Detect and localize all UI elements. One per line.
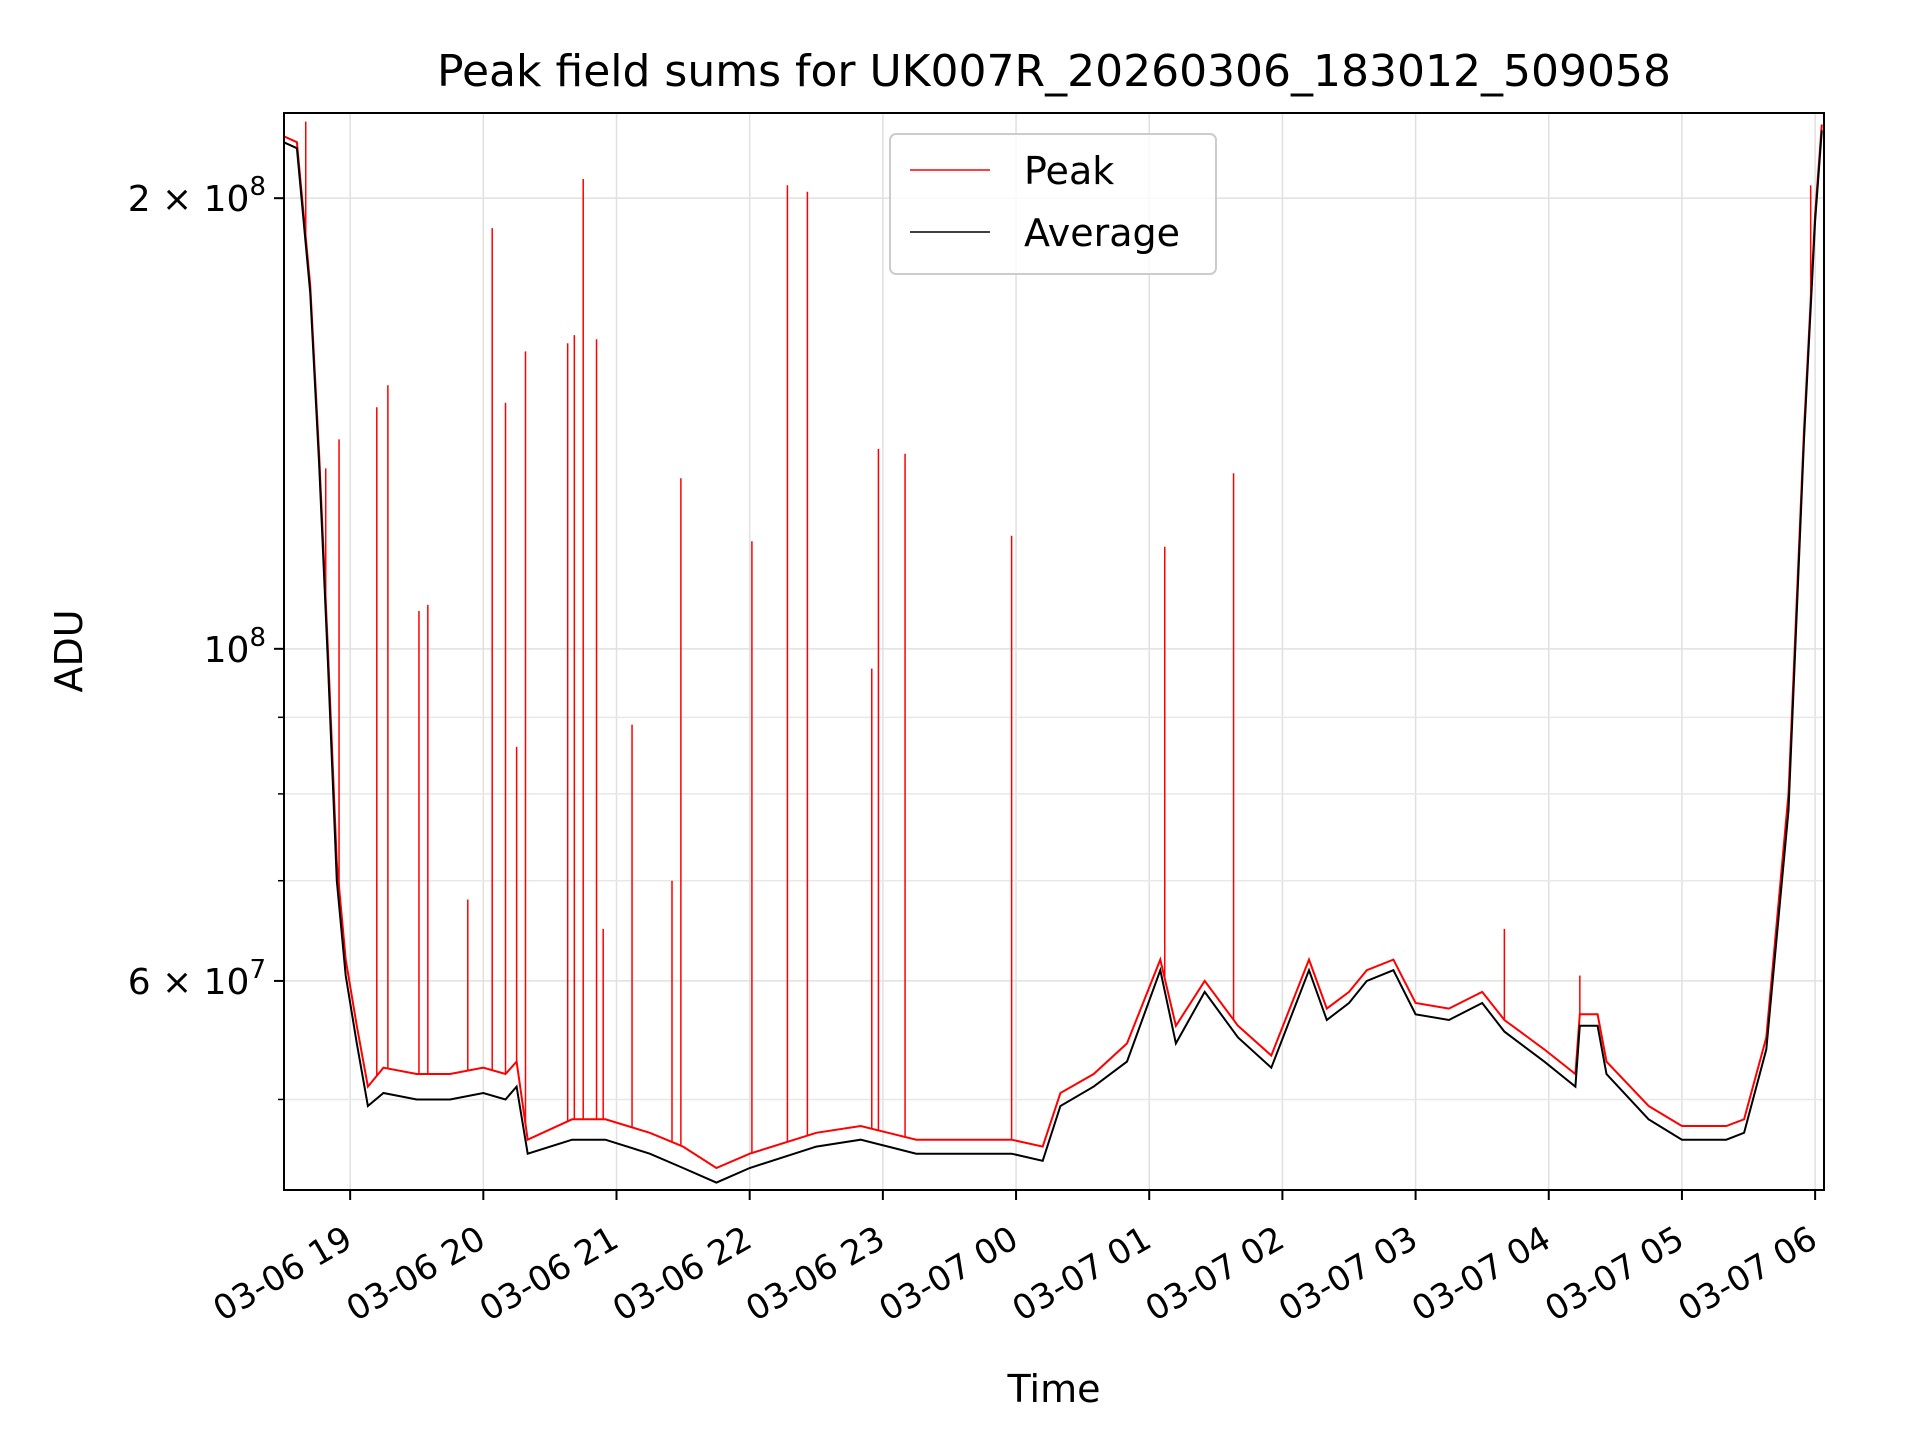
- grid: [284, 113, 1824, 1190]
- legend-label-peak: Peak: [1024, 149, 1114, 193]
- y-axis-label: ADU: [47, 609, 91, 692]
- x-axis-label: Time: [1007, 1367, 1101, 1411]
- legend: Peak Average: [889, 133, 1217, 275]
- legend-label-average: Average: [1024, 211, 1180, 255]
- series-layer: [283, 121, 1823, 1184]
- y-tick-label: 108: [204, 623, 266, 671]
- plot-frame: [283, 112, 1825, 1191]
- series-line-peak: [283, 124, 1823, 1170]
- series-line-average: [283, 130, 1823, 1184]
- y-tick-label: 2 × 108: [128, 172, 266, 220]
- chart-title: Peak field sums for UK007R_20260306_1830…: [437, 46, 1671, 97]
- y-tick-label: 6 × 107: [128, 955, 266, 1003]
- legend-box: [889, 133, 1217, 275]
